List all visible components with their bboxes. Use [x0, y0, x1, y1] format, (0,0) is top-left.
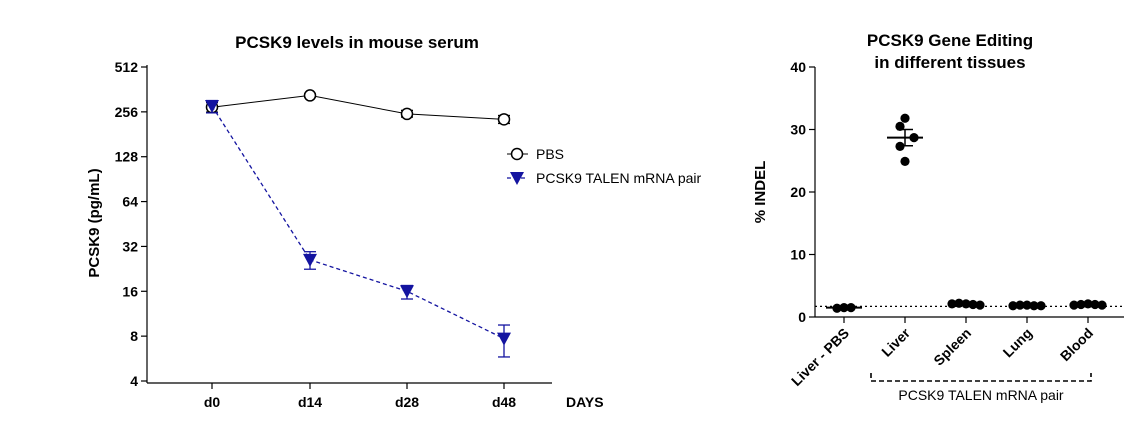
x-tick-label: d0	[204, 394, 221, 410]
legend-label-talen: PCSK9 TALEN mRNA pair	[536, 170, 702, 186]
data-point	[839, 303, 849, 313]
data-point	[400, 285, 414, 299]
serum-chart-x-axis-label: DAYS	[566, 394, 604, 410]
group-3	[1008, 300, 1046, 311]
data-point	[1015, 300, 1025, 310]
serum-chart-title: PCSK9 levels in mouse serum	[235, 33, 479, 52]
editing-chart: PCSK9 Gene Editing in different tissues …	[752, 31, 1124, 403]
data-point	[1083, 299, 1093, 309]
y-tick-label: 20	[790, 184, 806, 200]
series-line	[211, 105, 505, 340]
x-tick-label: Blood	[1057, 325, 1096, 364]
x-tick-label: Lung	[1000, 325, 1036, 361]
data-point	[975, 300, 985, 310]
data-point	[846, 303, 856, 313]
data-point	[900, 156, 910, 166]
data-point	[1029, 301, 1039, 311]
data-point	[1097, 300, 1107, 310]
data-point	[400, 107, 414, 121]
legend-entry-talen: PCSK9 TALEN mRNA pair	[507, 170, 702, 186]
y-tick-label: 256	[115, 104, 139, 120]
y-tick-label: 64	[122, 194, 138, 210]
data-point	[954, 298, 964, 308]
serum-chart-legend: PBS PCSK9 TALEN mRNA pair	[507, 146, 702, 186]
serum-chart-y-ticks: 4 8 16 32 64 128 256 512	[115, 59, 147, 389]
data-point	[497, 332, 511, 346]
y-tick-label: 40	[790, 59, 806, 75]
group-2	[947, 298, 985, 310]
data-point	[947, 299, 957, 309]
group-4	[1069, 299, 1107, 310]
data-point	[1069, 300, 1079, 310]
data-point	[205, 100, 219, 114]
editing-chart-x-ticks: Liver - PBS Liver Spleen Lung Blood	[788, 317, 1096, 389]
data-point	[497, 113, 511, 126]
serum-chart-x-ticks: d0 d14 d28 d48	[204, 383, 516, 410]
series-pbs	[205, 89, 511, 126]
x-tick-label: d28	[395, 394, 419, 410]
editing-chart-y-axis-label: % INDEL	[752, 161, 769, 224]
data-point	[961, 299, 971, 309]
data-point	[1008, 301, 1018, 311]
serum-chart-series	[205, 89, 511, 358]
group-0	[826, 303, 862, 313]
series-talen	[205, 99, 511, 358]
data-point	[832, 303, 842, 313]
y-tick-label: 10	[790, 247, 806, 263]
y-tick-label: 8	[130, 328, 138, 344]
group-bracket-label: PCSK9 TALEN mRNA pair	[898, 387, 1064, 403]
y-tick-label: 30	[790, 122, 806, 138]
editing-chart-y-ticks: 0 10 20 30 40	[790, 59, 815, 325]
group-bracket-line	[870, 373, 1092, 382]
x-tick-label: Spleen	[930, 325, 974, 369]
editing-chart-title-line-2: in different tissues	[874, 53, 1025, 72]
serum-chart: PCSK9 levels in mouse serum PCSK9 (pg/mL…	[86, 33, 702, 410]
data-point	[968, 299, 978, 310]
x-tick-label: Liver - PBS	[788, 325, 852, 389]
data-point	[895, 141, 905, 151]
legend-entry-pbs: PBS	[507, 146, 564, 162]
x-tick-label: d48	[492, 394, 516, 410]
group-1	[887, 113, 923, 166]
y-tick-label: 512	[115, 59, 139, 75]
y-tick-label: 4	[130, 373, 138, 389]
serum-chart-y-axis-label: PCSK9 (pg/mL)	[86, 168, 103, 277]
legend-marker-pbs	[510, 147, 524, 161]
y-tick-label: 128	[115, 149, 139, 165]
data-point	[1022, 300, 1032, 310]
editing-chart-title-line-1: PCSK9 Gene Editing	[867, 31, 1033, 50]
data-point	[303, 89, 317, 102]
x-tick-label: Liver	[878, 324, 913, 359]
editing-chart-points	[826, 113, 1107, 313]
data-point	[1076, 299, 1086, 310]
data-point	[1090, 299, 1100, 310]
data-point	[1036, 301, 1046, 311]
legend-label-pbs: PBS	[536, 146, 564, 162]
data-point	[303, 253, 317, 267]
series-line	[211, 94, 505, 120]
data-point	[900, 113, 910, 123]
x-tick-label: d14	[298, 394, 322, 410]
legend-marker-talen	[510, 172, 524, 185]
y-tick-label: 0	[798, 309, 806, 325]
y-tick-label: 32	[122, 238, 138, 254]
y-tick-label: 16	[122, 283, 138, 299]
editing-chart-group-bracket: PCSK9 TALEN mRNA pair	[870, 373, 1092, 403]
data-point	[909, 133, 919, 143]
data-point	[895, 121, 905, 131]
